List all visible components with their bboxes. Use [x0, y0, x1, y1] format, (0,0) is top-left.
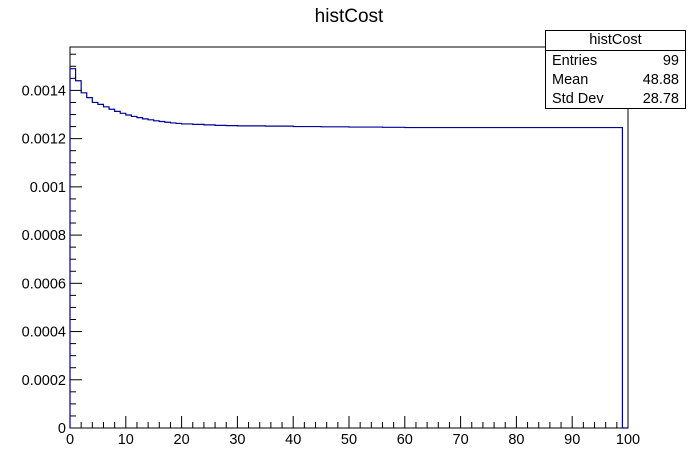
stats-box: histCost Entries 99 Mean 48.88 Std Dev 2…: [545, 30, 686, 109]
y-tick-label: 0.0004: [22, 325, 66, 341]
stats-row-stddev: Std Dev 28.78: [546, 89, 685, 108]
x-tick-label: 20: [174, 432, 190, 448]
y-axis: 0 0.0002 0.0004 0.0006 0.0008 0.001 0.0012 0.00…: [22, 53, 82, 437]
x-tick-label: 30: [229, 432, 245, 448]
x-tick-label: 90: [564, 432, 580, 448]
entries-value: 99: [662, 53, 679, 69]
y-tick-label: 0.0014: [22, 83, 66, 99]
y-tick-label: 0.0008: [22, 228, 66, 244]
x-tick-label: 100: [616, 432, 640, 448]
x-tick-label: 40: [285, 432, 301, 448]
x-tick-label: 50: [341, 432, 357, 448]
x-tick-label: 80: [508, 432, 524, 448]
chart-title: histCost: [314, 6, 384, 27]
x-tick-label: 70: [453, 432, 469, 448]
y-tick-label: 0: [58, 421, 66, 437]
stddev-value: 28.78: [642, 91, 679, 107]
x-tick-label: 60: [397, 432, 413, 448]
stddev-label: Std Dev: [552, 91, 604, 107]
y-tick-label: 0.0006: [22, 276, 66, 292]
x-tick-label: 0: [66, 432, 74, 448]
y-tick-label: 0.0002: [22, 373, 66, 389]
x-tick-label: 10: [118, 432, 134, 448]
x-axis: 0 10 20 30 40 50 60 70 80 90 100: [66, 416, 640, 448]
histogram-series: [69, 68, 628, 429]
stats-title: histCost: [546, 31, 685, 51]
y-tick-label: 0.0012: [22, 132, 66, 148]
stats-row-mean: Mean 48.88: [546, 70, 685, 89]
y-tick-label: 0.001: [30, 180, 66, 196]
entries-label: Entries: [552, 53, 598, 69]
mean-label: Mean: [552, 72, 589, 88]
mean-value: 48.88: [642, 72, 679, 88]
stats-row-entries: Entries 99: [546, 51, 685, 70]
